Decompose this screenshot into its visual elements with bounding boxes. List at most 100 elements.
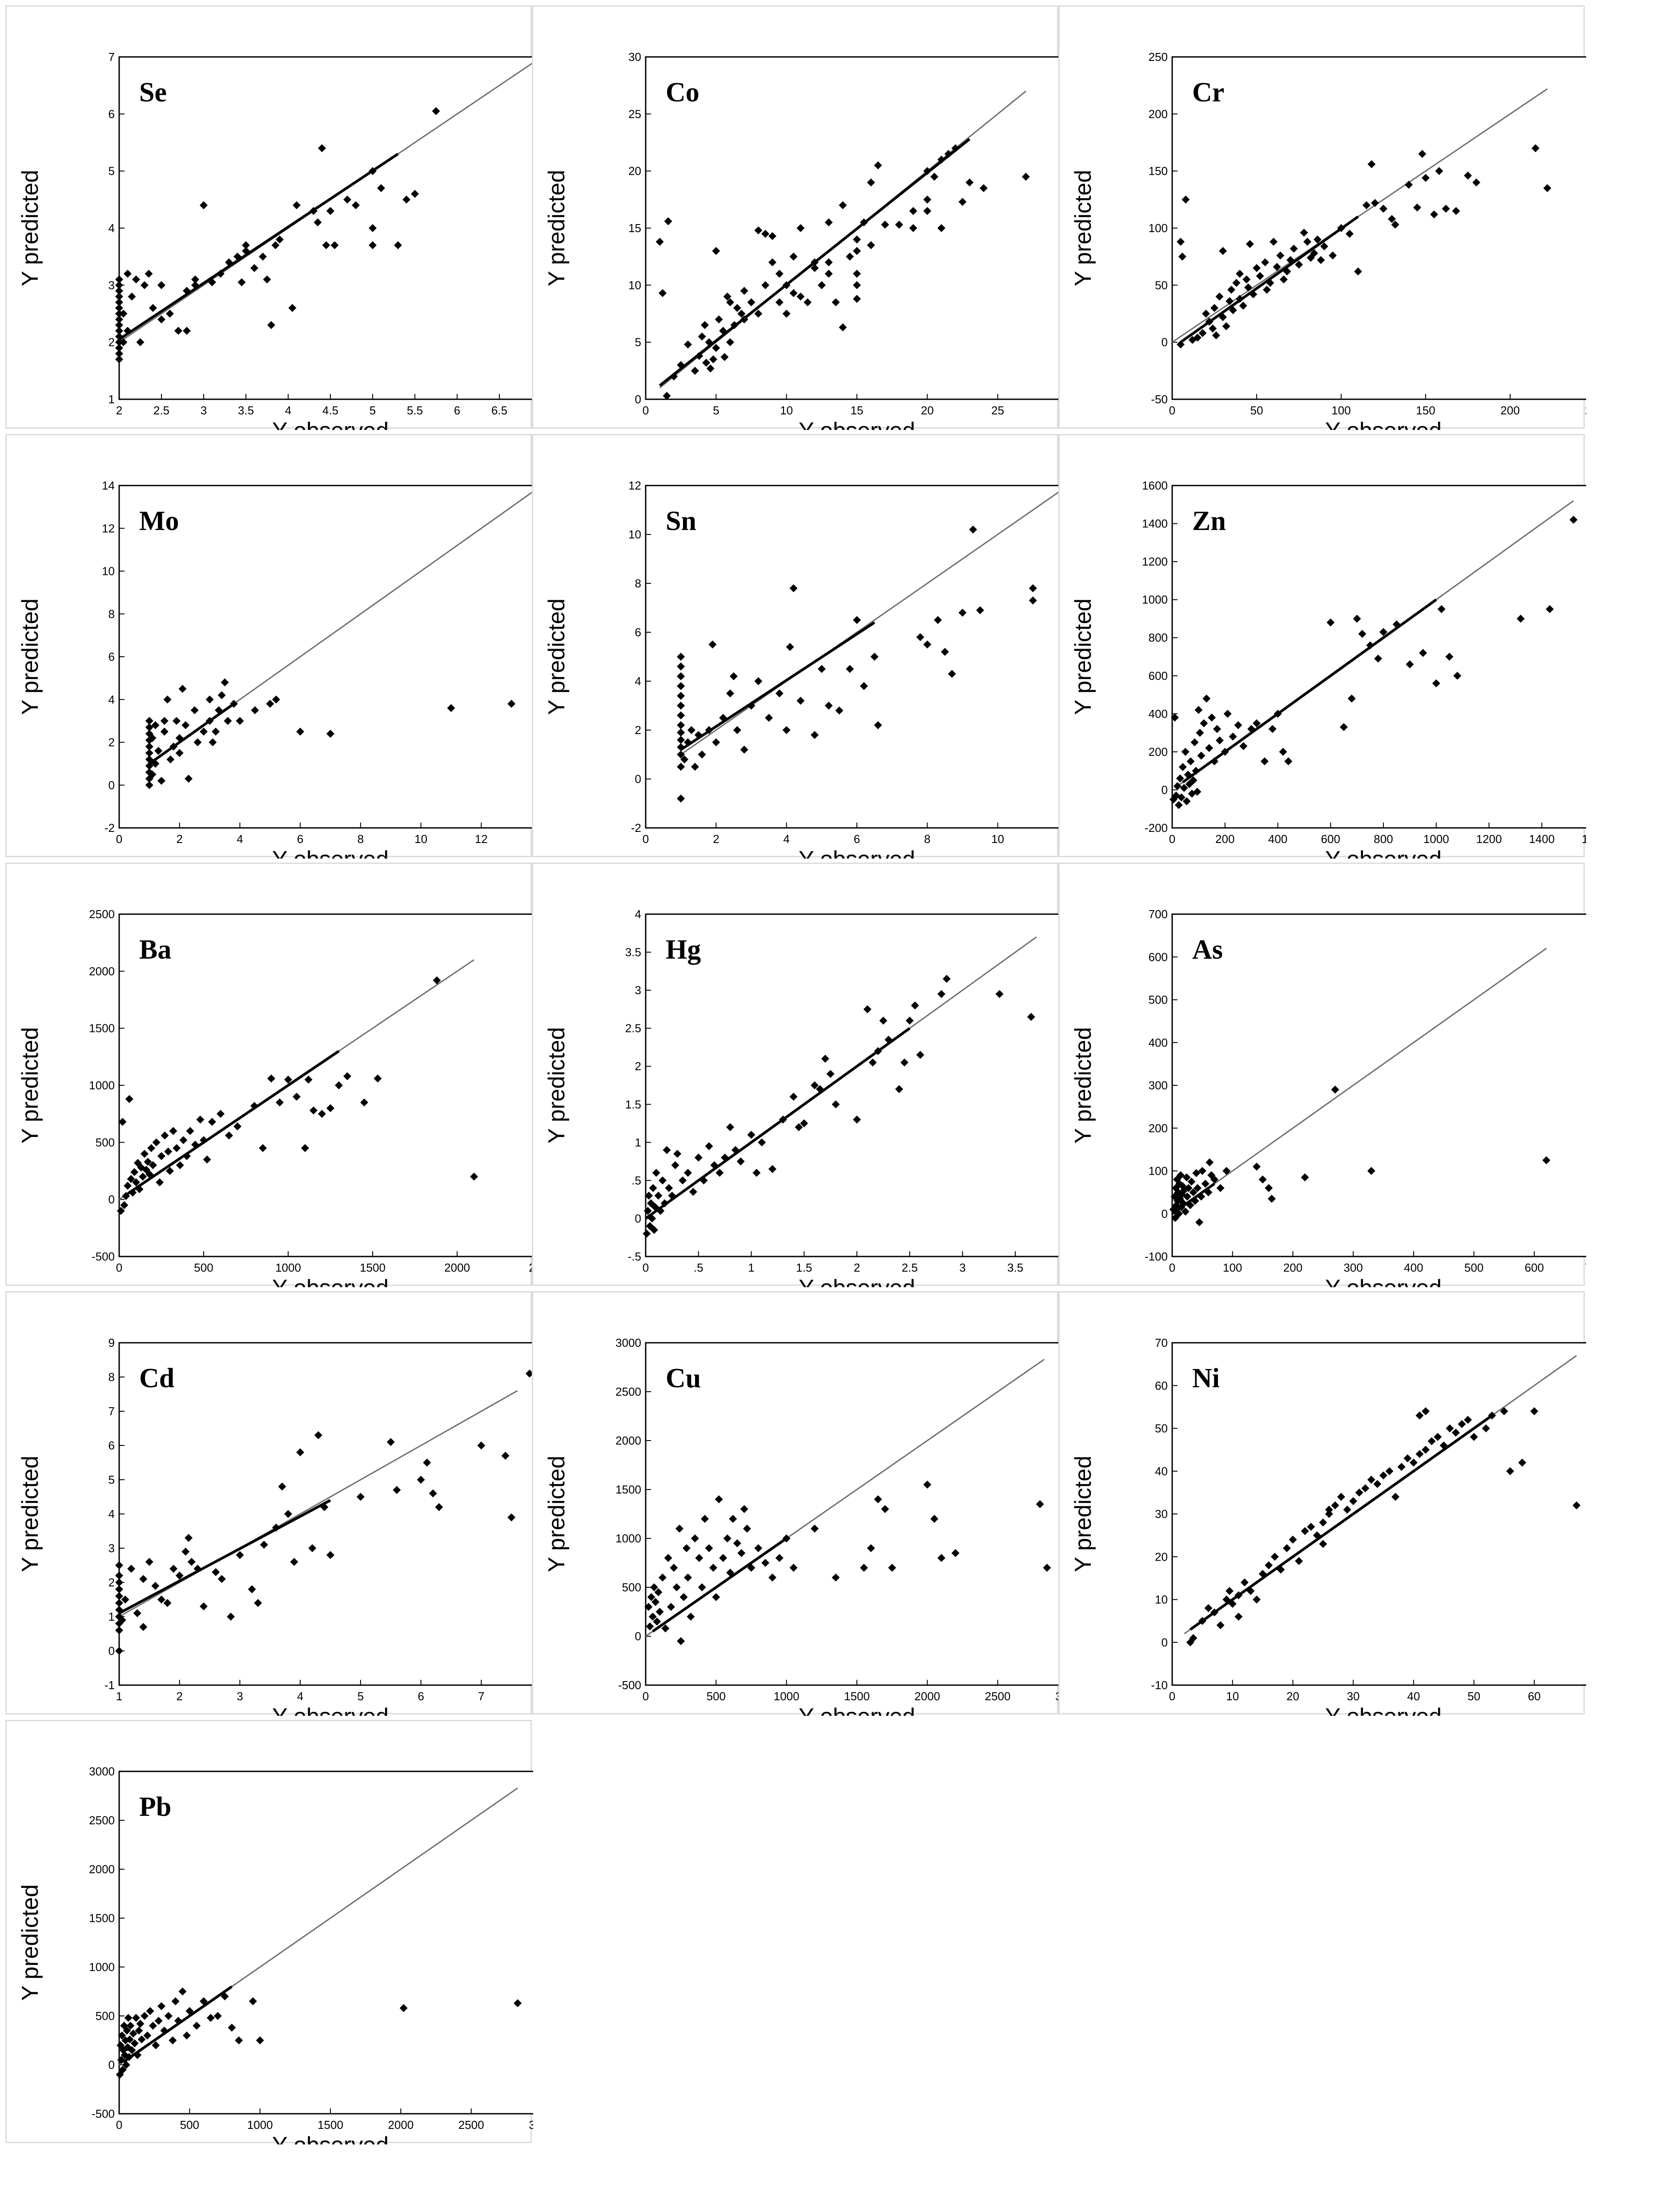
data-point [804, 298, 812, 306]
data-point [250, 1102, 258, 1110]
plot-area [118, 1342, 533, 1686]
data-point [754, 309, 763, 318]
y-tick-label: 20 [1155, 1550, 1168, 1563]
data-point [151, 721, 160, 729]
y-axis-label: Y predicted [17, 170, 43, 286]
y-tick-label: 6 [635, 626, 641, 639]
data-point [811, 1081, 819, 1089]
data-point [969, 526, 977, 534]
y-tick-label: 10 [1155, 1593, 1168, 1606]
data-point [944, 150, 953, 158]
scatter-chart-ba: 05001000150020002500-5000500100015002000… [17, 907, 533, 1287]
data-point [236, 717, 244, 725]
data-point [175, 749, 184, 757]
data-point [747, 1131, 756, 1139]
data-point [1189, 1188, 1198, 1196]
data-point [980, 184, 988, 193]
data-point [826, 1070, 835, 1078]
data-point [374, 1074, 382, 1083]
data-point [164, 1147, 173, 1156]
data-point [115, 332, 123, 341]
data-point [1415, 1450, 1424, 1458]
data-point [1192, 767, 1200, 775]
data-point [684, 738, 692, 747]
data-point [916, 633, 924, 641]
fit-line [127, 1050, 340, 1195]
data-point [1279, 747, 1287, 756]
data-point [152, 2041, 160, 2049]
y-tick-label: 3 [109, 278, 115, 292]
data-point [824, 218, 833, 227]
data-point [157, 1595, 165, 1604]
data-point [715, 315, 723, 324]
data-point [650, 1226, 658, 1234]
data-point [874, 161, 882, 169]
data-point [1197, 1192, 1206, 1201]
y-tick-label: 400 [1149, 1036, 1168, 1049]
y-tick-label: 2 [635, 723, 641, 737]
data-point [1186, 1201, 1194, 1209]
data-point [1464, 171, 1472, 180]
data-point [650, 1583, 658, 1591]
data-point [129, 2029, 137, 2038]
data-point [115, 298, 123, 306]
data-point [976, 606, 985, 614]
x-axis-label: Y observed [1325, 1704, 1442, 1716]
data-point [1027, 1013, 1035, 1021]
data-point [137, 1163, 145, 1172]
data-point [1178, 1190, 1186, 1199]
data-point [677, 653, 685, 661]
data-point [821, 1055, 829, 1063]
data-point [304, 1076, 313, 1084]
data-point [645, 1192, 653, 1200]
data-point [874, 1495, 882, 1503]
data-point [377, 184, 385, 193]
data-point [132, 2014, 140, 2022]
y-tick-label: 4 [109, 221, 115, 235]
data-point [659, 289, 667, 297]
data-point [1212, 331, 1220, 340]
data-point [1277, 1566, 1285, 1574]
data-point [259, 253, 267, 261]
data-point [881, 1505, 889, 1513]
y-tick-label: 1200 [1142, 555, 1168, 568]
data-point [853, 235, 861, 244]
x-tick-label: 3 [237, 1690, 243, 1703]
data-point [664, 1554, 672, 1562]
data-point [1226, 297, 1234, 305]
y-tick-label: 60 [1155, 1379, 1168, 1392]
data-point [118, 2066, 127, 2074]
y-tick-label: 1400 [1142, 517, 1168, 530]
data-point [1232, 279, 1241, 287]
y-tick-label: 0 [109, 1644, 115, 1658]
data-point [832, 1574, 840, 1582]
y-axis-label: Y predicted [1070, 598, 1096, 715]
data-point [151, 1582, 160, 1590]
data-point [709, 355, 717, 364]
data-point [501, 1452, 510, 1460]
data-point [1543, 184, 1551, 193]
data-point [1210, 304, 1218, 312]
data-point [1337, 224, 1345, 232]
data-point [699, 1176, 708, 1184]
data-point [934, 616, 942, 624]
x-tick-label: 0 [643, 832, 649, 846]
data-point [147, 1144, 156, 1152]
data-point [1244, 283, 1252, 292]
data-point [175, 1571, 184, 1580]
data-point [309, 207, 318, 215]
data-point [1290, 245, 1298, 253]
data-point [705, 1142, 713, 1150]
data-point [117, 1207, 125, 1215]
data-point [146, 2007, 154, 2015]
data-point [144, 1157, 152, 1166]
data-point [1319, 1540, 1327, 1548]
plot-area [645, 485, 1060, 829]
data-point [824, 258, 833, 266]
data-point [706, 364, 715, 373]
data-point [1415, 1411, 1424, 1420]
data-point [248, 1585, 256, 1594]
y-tick-label: 2000 [89, 1863, 115, 1876]
y-axis-label: Y predicted [17, 598, 43, 715]
